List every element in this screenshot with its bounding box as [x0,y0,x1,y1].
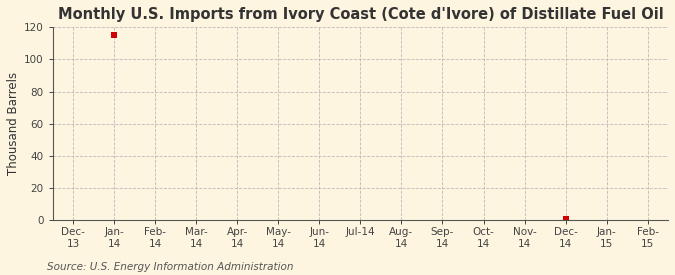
Title: Monthly U.S. Imports from Ivory Coast (Cote d'Ivore) of Distillate Fuel Oil: Monthly U.S. Imports from Ivory Coast (C… [57,7,664,22]
Text: Source: U.S. Energy Information Administration: Source: U.S. Energy Information Administ… [47,262,294,272]
Y-axis label: Thousand Barrels: Thousand Barrels [7,72,20,175]
